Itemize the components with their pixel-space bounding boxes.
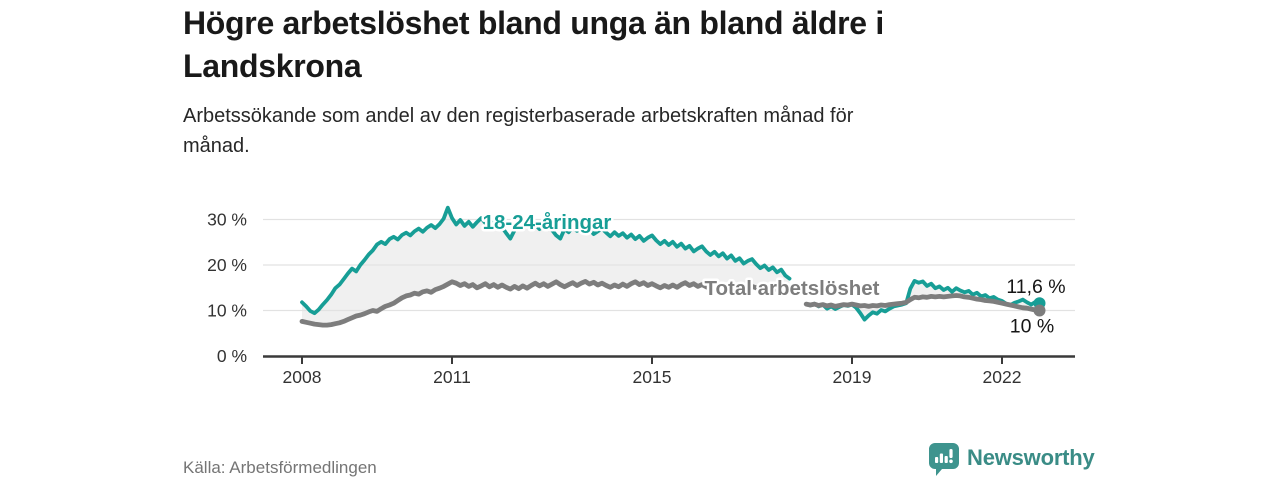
source-note: Källa: Arbetsförmedlingen [183,458,377,477]
subtitle-line-2: månad. [183,135,250,157]
band-fill-segment [302,207,790,326]
y-tick-label: 30 % [207,210,247,230]
brand-name: Newsworthy [967,445,1095,470]
x-tick-label: 2011 [433,367,471,387]
y-tick-label: 10 % [207,301,247,321]
x-tick-label: 2015 [633,367,672,387]
x-tick-label: 2022 [983,367,1022,387]
end-value-label: 11,6 % [1006,276,1065,298]
page-title: Högre arbetslöshet bland unga än bland ä… [183,2,1123,88]
x-tick-label: 2019 [833,367,872,387]
series-line-total [803,293,1042,313]
title-line-2: Landskrona [183,48,362,84]
newsworthy-logo: Newsworthy [929,443,1095,477]
end-value-label: 10 % [1010,316,1054,338]
series-line-total [299,278,792,328]
series-line-total-end-dot [1033,304,1046,317]
series-label: 18-24-åringar [483,211,612,234]
y-tick-label: 0 % [217,346,247,366]
series-label: Total arbetslöshet [704,277,879,300]
chart-subtitle: Arbetssökande som andel av den registerb… [183,101,1083,161]
x-tick-label: 2008 [283,367,322,387]
title-line-1: Högre arbetslöshet bland unga än bland ä… [183,5,884,41]
y-tick-label: 20 % [207,255,247,275]
subtitle-line-1: Arbetssökande som andel av den registerb… [183,105,854,127]
series-line-youth [300,205,792,316]
newsworthy-bars-icon [929,443,959,476]
